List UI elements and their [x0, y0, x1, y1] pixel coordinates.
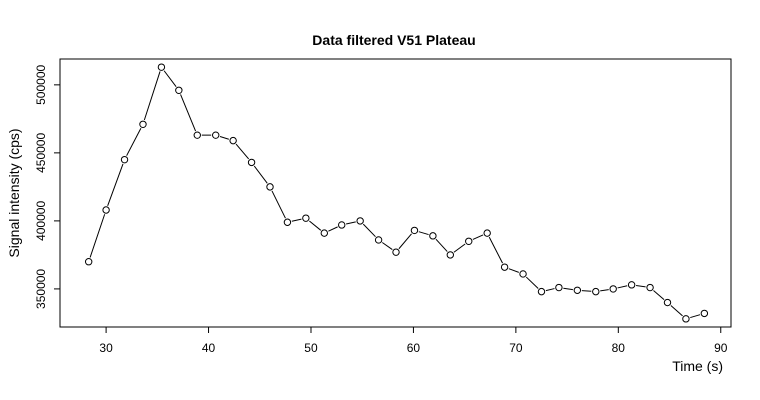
chart-title: Data filtered V51 Plateau	[312, 32, 475, 48]
data-point	[573, 286, 582, 294]
data-point	[519, 270, 527, 278]
data-point	[193, 131, 201, 139]
data-point	[283, 218, 292, 226]
data-point	[682, 315, 690, 323]
y-tick-label: 400000	[34, 201, 48, 241]
y-axis-label: Signal intensity (cps)	[6, 128, 22, 257]
data-point	[500, 263, 509, 271]
data-point	[537, 287, 546, 296]
data-point	[609, 285, 617, 293]
x-tick-label: 90	[714, 341, 728, 355]
data-point	[320, 229, 329, 237]
data-point	[212, 131, 220, 139]
x-tick-label: 40	[202, 341, 216, 355]
series-line	[89, 70, 701, 319]
y-tick-label: 450000	[34, 133, 48, 173]
data-point	[392, 248, 400, 256]
data-point	[266, 183, 274, 191]
data-point	[120, 155, 129, 164]
data-point	[175, 86, 183, 94]
data-point	[663, 298, 672, 307]
data-point	[483, 229, 491, 237]
data-point	[338, 221, 346, 229]
data-point	[627, 281, 636, 289]
y-tick-label: 500000	[34, 65, 48, 105]
data-point	[465, 237, 473, 245]
x-tick-label: 70	[509, 341, 523, 355]
y-axis: 350000 400000 450000 500000	[34, 65, 61, 309]
data-point	[429, 232, 437, 240]
data-point	[646, 283, 654, 292]
data-points	[84, 63, 709, 323]
x-tick-label: 80	[612, 341, 626, 355]
y-tick-label: 350000	[34, 269, 48, 309]
data-point	[592, 287, 600, 296]
data-point	[102, 206, 110, 214]
data-point	[700, 309, 709, 318]
data-point	[555, 283, 563, 292]
data-point	[139, 120, 147, 128]
x-axis-label: Time (s)	[672, 358, 723, 374]
data-point	[302, 214, 310, 222]
x-tick-label: 50	[304, 341, 318, 355]
x-tick-label: 30	[99, 341, 113, 355]
data-point	[84, 258, 93, 266]
data-point	[374, 236, 383, 244]
data-point	[356, 217, 364, 225]
data-point	[229, 136, 237, 145]
data-point	[157, 63, 166, 71]
x-tick-label: 60	[407, 341, 421, 355]
data-point	[410, 226, 419, 235]
x-axis: 30 40 50 60 70 80 90	[99, 326, 728, 355]
data-point	[446, 251, 455, 259]
data-point	[247, 158, 256, 167]
